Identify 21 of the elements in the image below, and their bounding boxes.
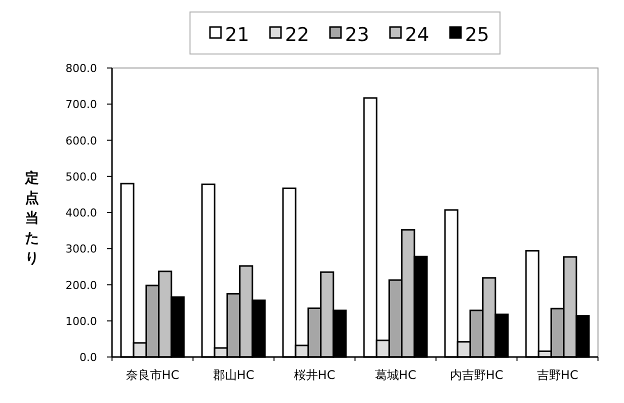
y-tick-label: 500.0 [66, 170, 97, 184]
x-tick-label: 桜井HC [294, 368, 336, 382]
y-tick-label: 100.0 [66, 314, 97, 328]
y-tick-label: 300.0 [66, 242, 97, 256]
y-tick-label: 600.0 [66, 134, 97, 148]
y-tick-label: 800.0 [66, 62, 97, 75]
y-tick-label: 0.0 [80, 351, 97, 364]
legend-label: 25 [465, 24, 490, 46]
legend-label: 23 [345, 24, 370, 46]
x-tick-label: 葛城HC [374, 368, 416, 382]
y-axis-title: 定点当たり [24, 170, 39, 266]
legend-label: 24 [405, 24, 430, 46]
legend-label: 21 [225, 24, 250, 46]
legend-label: 22 [285, 24, 310, 46]
x-tick-label: 吉野HC [536, 368, 578, 382]
y-tick-label: 700.0 [66, 98, 97, 112]
x-tick-label: 郡山HC [212, 368, 254, 382]
y-tick-label: 200.0 [66, 278, 97, 292]
y-tick-label: 400.0 [66, 206, 97, 220]
x-tick-label: 奈良市HC [126, 368, 180, 382]
x-tick-label: 内吉野HC [450, 368, 504, 382]
